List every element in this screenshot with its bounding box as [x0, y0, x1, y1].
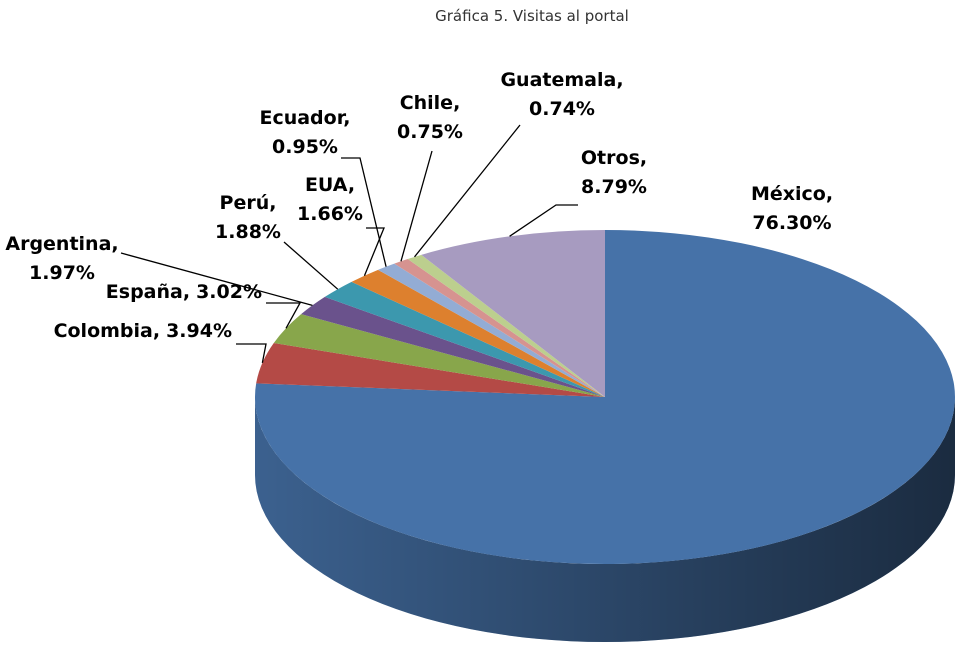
pie-tops: [255, 230, 956, 565]
value-label: 8.79%: [581, 176, 647, 198]
value-label: 3.94%: [166, 320, 232, 342]
leader-line: [509, 204, 578, 237]
data-label: EUA, 1.66%: [297, 174, 363, 225]
value-label: 0.95%: [272, 136, 338, 158]
value-label: 76.30%: [752, 212, 831, 234]
data-label: España, 3.02%: [106, 281, 262, 303]
data-label: Chile, 0.75%: [397, 92, 463, 143]
category-label: Colombia,: [54, 320, 161, 342]
value-label: 3.02%: [196, 281, 262, 303]
slice: [394, 259, 605, 397]
slice: [324, 281, 605, 397]
slice: [255, 230, 956, 565]
leader-line: [400, 150, 433, 262]
slice: [301, 296, 605, 397]
leader-line: [283, 241, 339, 290]
category-label: EUA,: [305, 174, 355, 196]
leader-line: [236, 343, 267, 364]
value-label: 0.75%: [397, 121, 463, 143]
value-label: 1.97%: [29, 262, 95, 284]
category-label: Argentina,: [5, 233, 118, 255]
data-labels: México, 76.30% Colombia, 3.94% España, 3.02% A…: [5, 69, 833, 364]
category-label: Perú,: [220, 192, 277, 214]
data-label: Ecuador, 0.95%: [259, 107, 350, 158]
leader-line: [363, 227, 385, 276]
value-label: 1.88%: [215, 221, 281, 243]
data-label: Colombia, 3.94%: [54, 320, 232, 342]
data-label: Guatemala, 0.74%: [500, 69, 623, 120]
value-label: 1.66%: [297, 203, 363, 225]
data-label: México, 76.30%: [751, 183, 833, 234]
leader-line: [413, 124, 521, 258]
slice: [378, 263, 605, 397]
chart-title: Gráfica 5. Visitas al portal: [435, 7, 629, 25]
value-label: 0.74%: [529, 98, 595, 120]
slice: [351, 269, 605, 397]
data-label: Otros, 8.79%: [581, 147, 647, 198]
category-label: Otros,: [581, 147, 647, 169]
data-label: Argentina, 1.97%: [5, 233, 118, 284]
pie-sides: [255, 397, 955, 642]
slice: [256, 343, 605, 397]
category-label: México,: [751, 183, 833, 205]
category-label: España,: [106, 281, 190, 303]
leader-line: [120, 252, 313, 306]
leader-line: [341, 157, 387, 267]
slice: [273, 314, 605, 397]
leader-line: [266, 302, 302, 329]
category-label: Guatemala,: [500, 69, 623, 91]
category-label: Ecuador,: [259, 107, 350, 129]
slice: [421, 230, 605, 397]
slice: [407, 254, 605, 397]
data-label: Perú, 1.88%: [215, 192, 281, 243]
category-label: Chile,: [400, 92, 461, 114]
slice-side-shade: [255, 397, 955, 642]
